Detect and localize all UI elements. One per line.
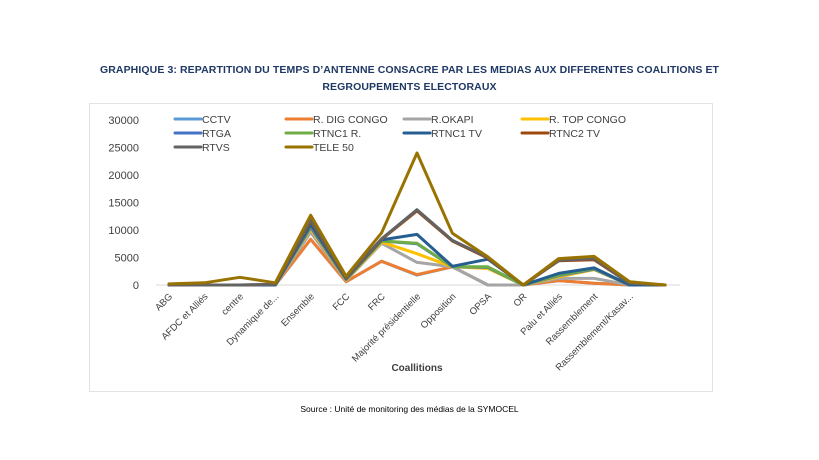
legend-label: TELE 50	[313, 142, 354, 154]
y-tick-label: 15000	[108, 198, 139, 210]
source-note: Source : Unité de monitoring des médias …	[300, 404, 519, 414]
y-tick-label: 30000	[108, 115, 139, 127]
x-axis-title: Coallitions	[391, 363, 443, 374]
series-line-tele-50	[167, 151, 667, 287]
chart-title-line-2: REGROUPEMENTS ELECTORAUX	[322, 81, 497, 93]
legend-label: RTNC1 TV	[431, 128, 482, 140]
x-tick-label: Ensemble	[279, 291, 317, 329]
legend-label: RTVS	[202, 142, 230, 154]
y-tick-label: 20000	[108, 170, 139, 182]
x-tick-label: FRC	[366, 291, 388, 313]
legend-label: R. DIG CONGO	[313, 114, 388, 126]
legend-label: RTNC1 R.	[313, 128, 361, 140]
x-tick-label: OR	[512, 291, 530, 309]
y-tick-label: 0	[133, 280, 139, 292]
series-line-rtvs	[167, 208, 667, 287]
y-tick-label: 10000	[108, 225, 139, 237]
legend-label: R. TOP CONGO	[549, 114, 626, 126]
legend-item: CCTV	[173, 114, 231, 126]
y-tick-label: 25000	[108, 143, 139, 155]
legend-item: RTVS	[173, 142, 230, 154]
legend-label: CCTV	[202, 114, 231, 126]
chart-title: GRAPHIQUE 3: REPARTITION DU TEMPS D’ANTE…	[0, 62, 819, 96]
legend-item: RTNC2 TV	[520, 128, 600, 140]
chart-area: 0 5000 10000 15000 20000 25000 30000 ABG AFDC et…	[89, 103, 713, 392]
legend-item: R.OKAPI	[402, 114, 474, 126]
x-tick-label: Majorité présidentielle	[350, 291, 423, 364]
x-tick-label: FCC	[331, 291, 353, 313]
x-tick-label: OPSA	[468, 291, 495, 318]
legend-label: R.OKAPI	[431, 114, 474, 126]
chart-title-line-1: GRAPHIQUE 3: REPARTITION DU TEMPS D’ANTE…	[99, 64, 720, 76]
legend-item: RTNC1 R.	[284, 128, 361, 140]
legend-item: R. DIG CONGO	[284, 114, 388, 126]
legend-item: RTNC1 TV	[402, 128, 482, 140]
legend-label: RTGA	[202, 128, 231, 140]
x-tick-label: Opposition	[419, 291, 459, 331]
legend-label: RTNC2 TV	[549, 128, 600, 140]
x-tick-label: ABG	[153, 291, 175, 313]
legend-item: RTGA	[173, 128, 231, 140]
legend-item: TELE 50	[284, 142, 354, 154]
legend-item: R. TOP CONGO	[520, 114, 626, 126]
x-tick-label: centre	[220, 291, 246, 317]
y-tick-label: 5000	[115, 253, 139, 265]
